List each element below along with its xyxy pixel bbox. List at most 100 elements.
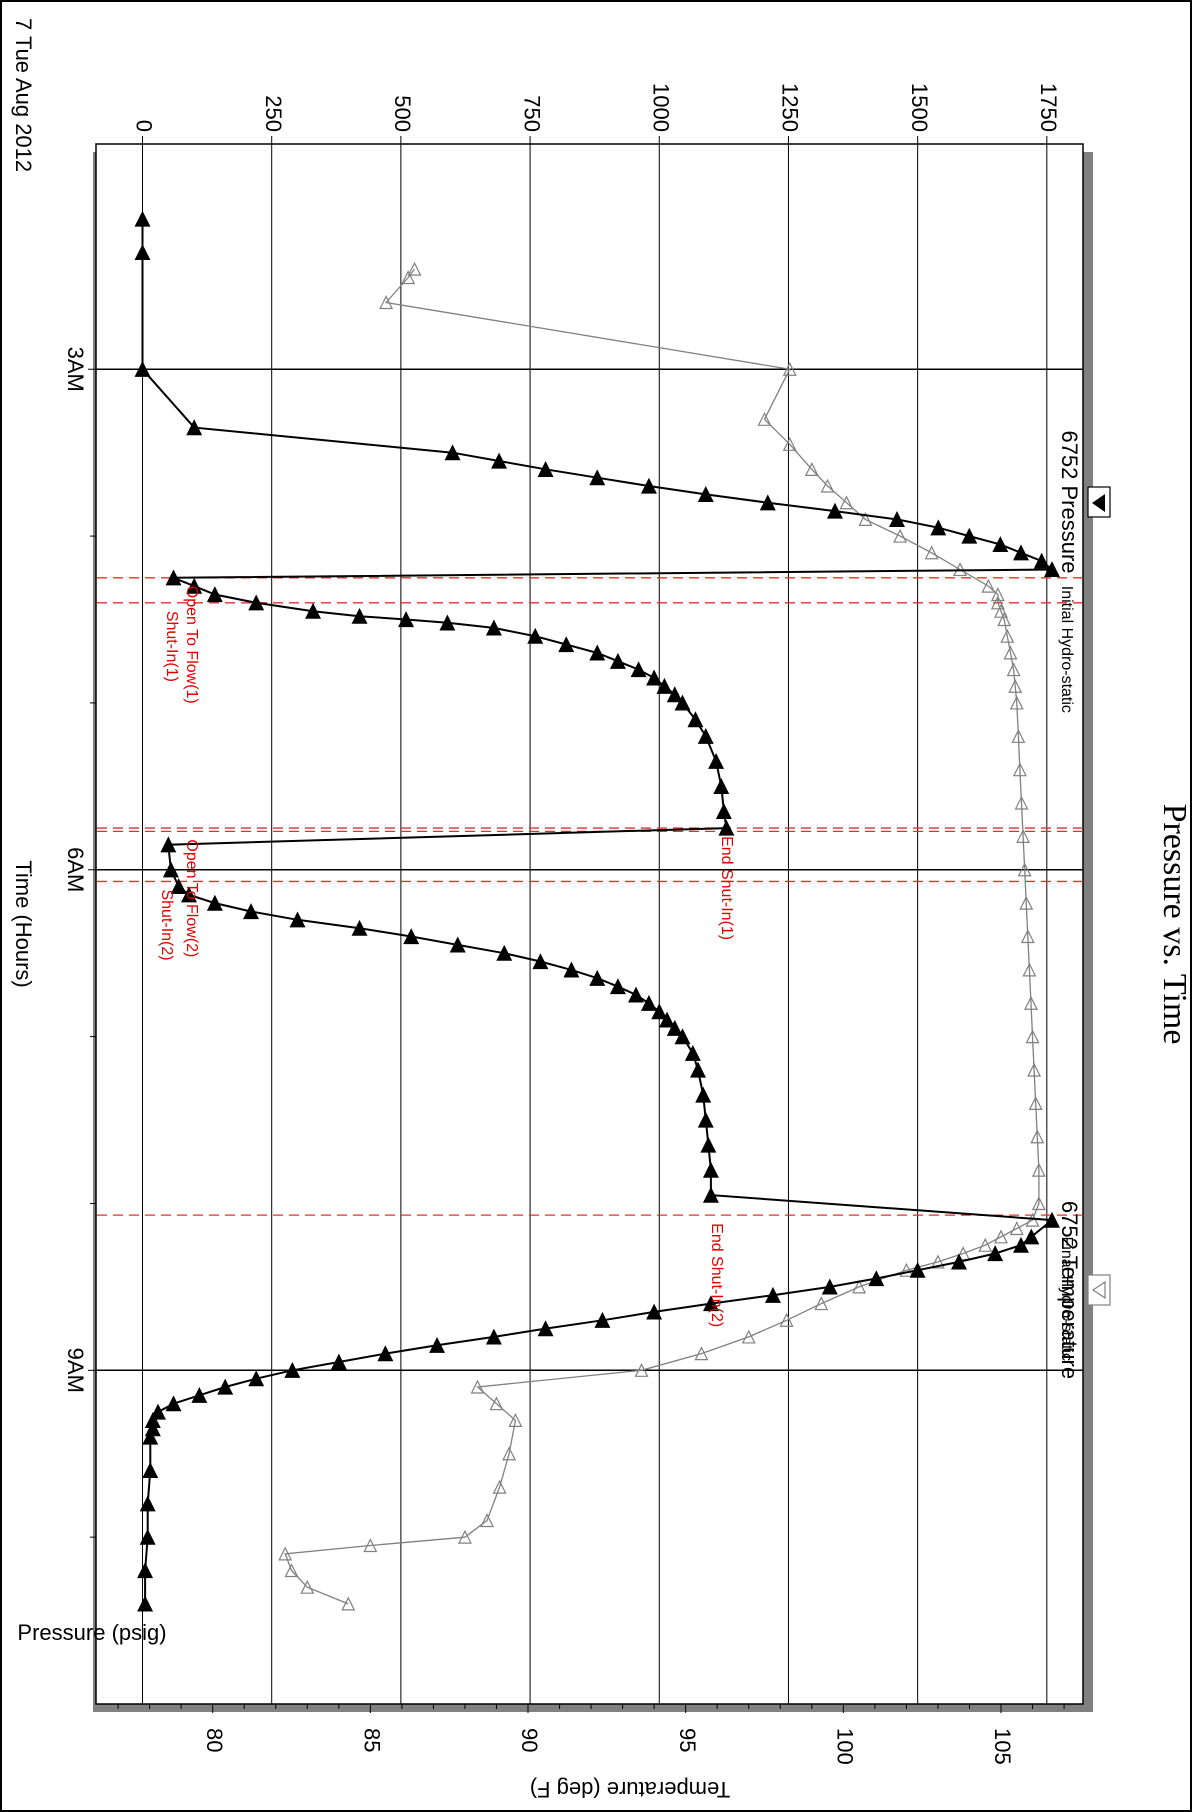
data-point xyxy=(893,528,908,543)
data-point xyxy=(1033,552,1050,569)
plot-area xyxy=(95,143,1084,1705)
series-6752-temperature xyxy=(278,261,1046,1611)
data-point xyxy=(609,652,626,669)
data-point xyxy=(492,1479,507,1494)
data-point xyxy=(377,1345,394,1362)
data-point xyxy=(457,1529,472,1544)
data-point xyxy=(651,1003,668,1020)
data-point xyxy=(589,469,606,486)
data-point xyxy=(139,1528,156,1545)
data-point xyxy=(191,1386,208,1403)
data-point xyxy=(634,1362,649,1377)
annotation-label: Final Hydro-static xyxy=(1058,1236,1075,1360)
data-point xyxy=(594,1311,611,1328)
data-point xyxy=(741,1329,756,1344)
data-point xyxy=(764,1286,781,1303)
data-point xyxy=(858,512,873,527)
data-point xyxy=(609,978,626,995)
annotation-label: Shut-In(1) xyxy=(163,611,180,682)
data-point xyxy=(924,545,939,560)
date-label: 7 Tue Aug 2012 xyxy=(11,18,36,172)
annotation-label: Open To Flow(2) xyxy=(183,839,200,957)
data-point xyxy=(134,244,151,261)
data-point xyxy=(839,495,854,510)
pressure-tick-label: 500 xyxy=(390,95,415,132)
time-tick-label: 3AM xyxy=(63,347,88,392)
data-point xyxy=(888,511,905,528)
data-point xyxy=(930,519,947,536)
data-point xyxy=(470,1379,485,1394)
data-point xyxy=(782,436,797,451)
left-axis-label: Pressure (psig) xyxy=(17,1620,166,1645)
data-point xyxy=(1023,995,1038,1010)
data-point xyxy=(480,1513,494,1528)
annotation-label: Initial Hydro-static xyxy=(1058,586,1075,713)
data-point xyxy=(1013,544,1029,561)
data-point xyxy=(403,928,420,945)
data-point xyxy=(401,270,416,285)
data-point xyxy=(994,1229,1008,1244)
data-point xyxy=(243,903,259,920)
data-point xyxy=(186,577,203,594)
data-point xyxy=(690,1061,706,1078)
data-point xyxy=(248,594,265,611)
data-point xyxy=(961,527,978,544)
data-point xyxy=(987,1245,1004,1262)
axis-ticks: 0 250 500 750 1000 1250 1500 1750 3AM 6AM 9AM 80 85 9… xyxy=(63,83,1065,1765)
data-point xyxy=(1006,662,1021,677)
data-point xyxy=(341,1596,356,1611)
data-point xyxy=(695,1086,712,1103)
data-point xyxy=(439,614,456,631)
data-point xyxy=(300,1579,315,1594)
data-point xyxy=(1019,895,1034,910)
data-point xyxy=(142,1462,159,1479)
data-point xyxy=(1000,628,1015,643)
temperature-tick-label: 85 xyxy=(360,1728,385,1752)
annotation-label: End Shut-In(1) xyxy=(718,836,735,940)
data-point xyxy=(997,612,1012,627)
data-point xyxy=(206,586,223,603)
data-point xyxy=(162,861,179,878)
data-point xyxy=(170,878,187,895)
data-point xyxy=(496,944,513,961)
data-point xyxy=(990,595,1005,610)
filled-triangle-icon xyxy=(1092,494,1105,512)
data-point xyxy=(674,1028,691,1045)
legend-pressure-label: 6752 Pressure xyxy=(1057,430,1082,573)
data-point xyxy=(165,569,182,586)
data-point xyxy=(330,1353,347,1370)
data-point xyxy=(702,1295,719,1312)
data-point xyxy=(826,502,843,519)
data-point xyxy=(537,1320,554,1337)
data-point xyxy=(1028,1096,1043,1110)
data-point xyxy=(134,360,151,377)
data-point xyxy=(640,994,657,1011)
pressure-tick-label: 0 xyxy=(132,120,157,132)
data-point xyxy=(1044,561,1060,578)
data-point xyxy=(852,1279,867,1294)
data-point xyxy=(674,694,691,711)
data-point xyxy=(444,444,461,461)
data-point xyxy=(1022,962,1037,977)
data-point xyxy=(684,1044,701,1061)
data-point xyxy=(759,494,776,511)
data-point xyxy=(628,986,644,1003)
data-point xyxy=(527,627,544,644)
data-point xyxy=(909,1261,926,1278)
data-point xyxy=(646,1303,663,1320)
data-point xyxy=(351,919,368,936)
data-point xyxy=(1014,795,1029,810)
data-point xyxy=(1012,762,1027,777)
data-point xyxy=(532,953,549,970)
data-point xyxy=(379,295,394,310)
data-point xyxy=(139,1495,156,1512)
data-point xyxy=(142,1428,159,1445)
data-point xyxy=(1030,1129,1045,1144)
data-point xyxy=(713,778,730,794)
data-point xyxy=(1013,1236,1029,1253)
data-point xyxy=(589,969,606,986)
temperature-tick-label: 95 xyxy=(675,1728,700,1752)
data-point xyxy=(640,477,657,494)
data-point xyxy=(994,603,1008,618)
